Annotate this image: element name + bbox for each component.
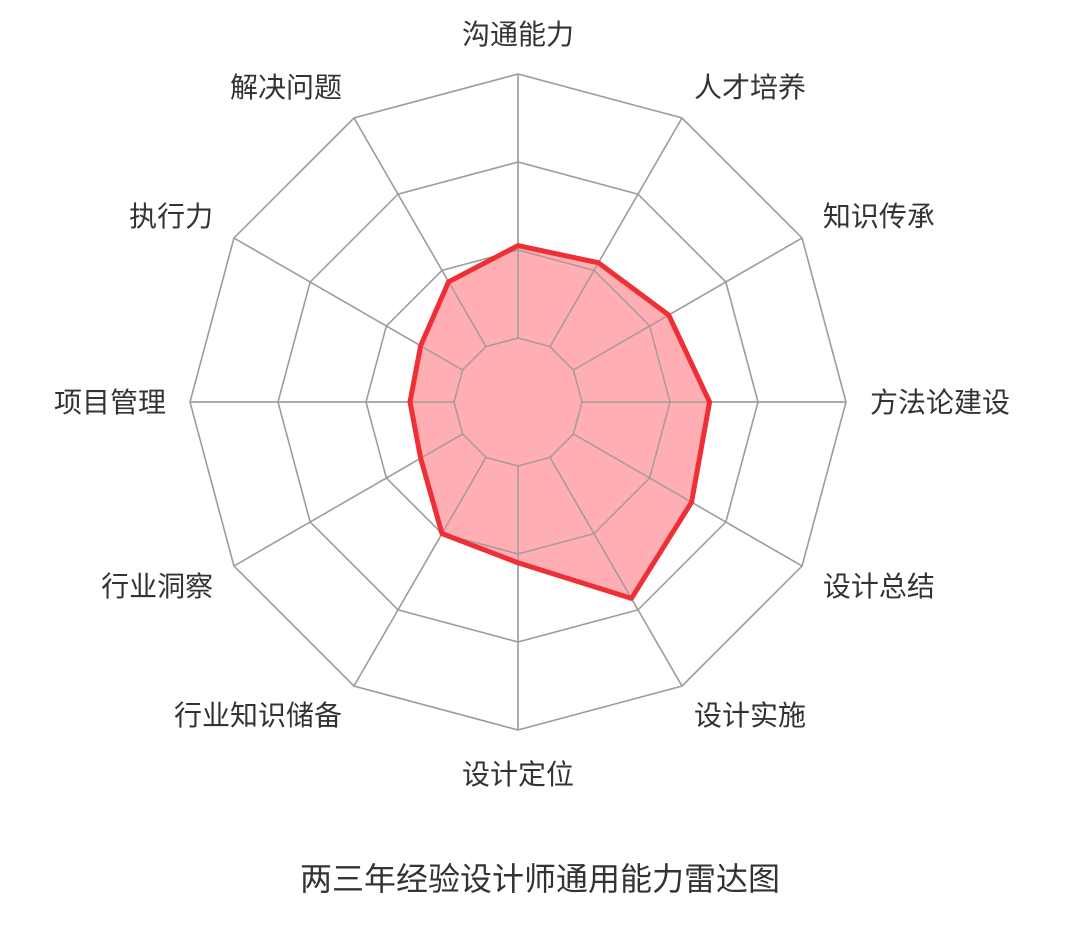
grid-spoke-6 (549, 457, 683, 687)
axis-label-10: 项目管理 (54, 386, 166, 419)
axis-label-7: 设计定位 (462, 758, 574, 791)
axis-label-2: 人才培养 (694, 71, 806, 104)
grid-spoke-9 (233, 433, 463, 567)
grid-spoke-3 (573, 237, 803, 371)
grid-spoke-8 (353, 457, 487, 687)
grid-spoke-2 (549, 117, 683, 347)
axis-label-8: 行业知识储备 (174, 699, 342, 732)
grid-spoke-11 (233, 237, 463, 371)
axis-label-4: 方法论建设 (870, 386, 1010, 419)
axis-label-6: 设计实施 (694, 699, 806, 732)
radar-series (189, 73, 847, 731)
grid-spoke-5 (573, 433, 803, 567)
axis-label-1: 沟通能力 (462, 18, 574, 51)
chart-title: 两三年经验设计师通用能力雷达图 (300, 860, 780, 898)
axis-label-11: 执行力 (129, 200, 213, 233)
axis-label-3: 知识传承 (823, 200, 935, 233)
axis-label-12: 解决问题 (230, 71, 342, 104)
grid-overlay (189, 73, 847, 731)
series-outline (407, 243, 713, 601)
axis-label-5: 设计总结 (823, 570, 935, 603)
axis-label-9: 行业洞察 (101, 570, 213, 603)
grid-spoke-12 (353, 117, 487, 347)
